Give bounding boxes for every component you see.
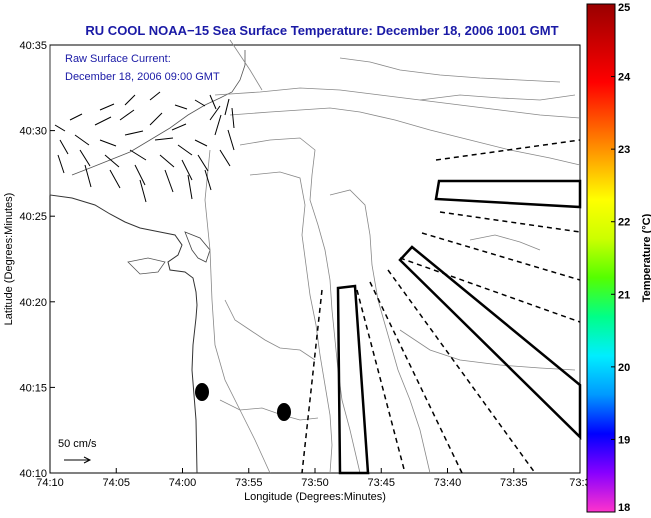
y-axis-ticks: 40:35 40:30 40:25 40:20 40:15 40:10 — [19, 40, 55, 480]
y-tick-label: 40:15 — [19, 382, 47, 394]
colorbar-tick-label: 19 — [618, 434, 630, 446]
y-tick-label: 40:10 — [19, 468, 47, 480]
coverage-polygons — [336, 179, 582, 475]
annotation-line2: December 18, 2006 09:00 GMT — [65, 71, 220, 83]
y-tick-label: 40:35 — [19, 40, 47, 52]
colorbar-tick-label: 25 — [618, 2, 630, 14]
x-axis-ticks: 74:10 74:05 74:00 73:55 73:50 73:45 73:40 73:35… — [36, 468, 591, 489]
x-tick-label: 74:00 — [169, 477, 197, 489]
x-tick-label: 73:3 — [569, 477, 590, 489]
colorbar — [586, 3, 616, 513]
x-tick-label: 73:50 — [301, 477, 329, 489]
y-tick-label: 40:30 — [19, 126, 47, 138]
x-axis-label: Longitude (Degrees:Minutes) — [244, 491, 386, 503]
scale-label: 50 cm/s — [58, 438, 97, 450]
x-tick-label: 74:05 — [102, 477, 130, 489]
colorbar-tick-label: 21 — [618, 289, 630, 301]
x-tick-label: 73:40 — [434, 477, 462, 489]
plot-area — [49, 44, 581, 474]
colorbar-tick-label: 23 — [618, 144, 630, 156]
colorbar-tick-label: 20 — [618, 362, 630, 374]
colorbar-tick-label: 22 — [618, 217, 630, 229]
buoy-marker-2 — [277, 403, 291, 421]
colorbar-label: Temperature (°C) — [641, 213, 651, 302]
buoy-marker-1 — [195, 383, 209, 401]
y-tick-label: 40:25 — [19, 211, 47, 223]
colorbar-tick-label: 24 — [618, 72, 631, 84]
annotation-line1: Raw Surface Current: — [65, 53, 171, 65]
chart-title: RU COOL NOAA−15 Sea Surface Temperature:… — [85, 23, 558, 38]
buoy-markers — [195, 383, 291, 421]
coastline — [49, 45, 246, 474]
radial-dashed-lines — [301, 139, 581, 474]
current-vectors — [54, 91, 235, 203]
y-axis-label: Latitude (Degrees:Minutes) — [3, 193, 15, 326]
x-tick-label: 74:10 — [36, 477, 64, 489]
scale-vector: 50 cm/s — [58, 438, 97, 464]
x-tick-label: 73:55 — [235, 477, 263, 489]
x-tick-label: 73:35 — [500, 477, 528, 489]
y-tick-label: 40:20 — [19, 297, 47, 309]
colorbar-tick-label: 18 — [618, 502, 630, 514]
x-tick-label: 73:45 — [367, 477, 395, 489]
colorbar-ticks: 25 24 23 22 21 20 19 18 — [611, 2, 631, 514]
